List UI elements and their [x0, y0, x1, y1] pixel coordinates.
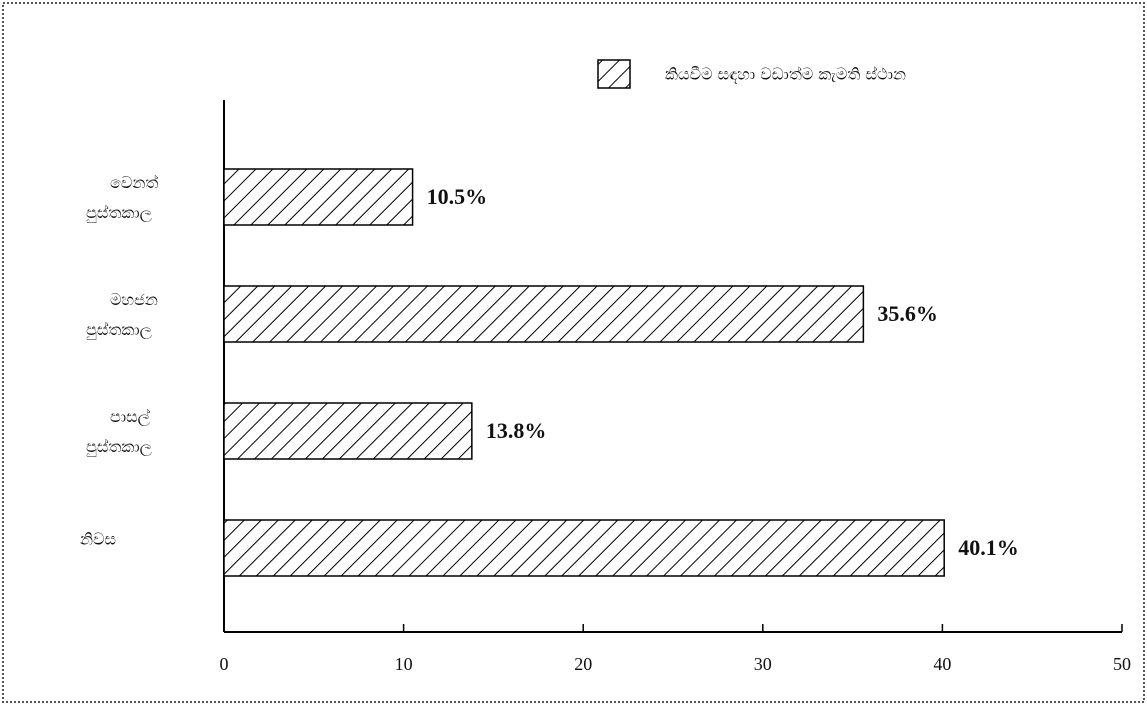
value-label: 40.1% [958, 535, 1019, 560]
bar [223, 519, 945, 577]
bar [223, 402, 473, 460]
y-tick-label: වෙනත් පුස්තකාල [86, 173, 164, 223]
x-tick-label: 20 [574, 654, 592, 674]
x-tick-label: 0 [220, 654, 229, 674]
x-tick-label: 40 [933, 654, 951, 674]
legend-swatch [597, 59, 631, 89]
value-label: 10.5% [427, 184, 488, 209]
y-tick-label: මහජන පුස්තකාල [86, 290, 163, 340]
value-label: 35.6% [877, 301, 938, 326]
x-tick-label: 50 [1113, 654, 1131, 674]
legend-label: කියවීම සඳහා වඩාත්ම කැමති ස්ථාන [665, 65, 906, 84]
x-tick-label: 30 [754, 654, 772, 674]
y-tick-label: පාසල් පුස්තකාල [86, 407, 155, 457]
bar [223, 168, 414, 226]
bar [223, 285, 865, 343]
value-label: 13.8% [486, 418, 547, 443]
x-tick-label: 10 [395, 654, 413, 674]
y-tick-label: නිවස [80, 530, 116, 549]
